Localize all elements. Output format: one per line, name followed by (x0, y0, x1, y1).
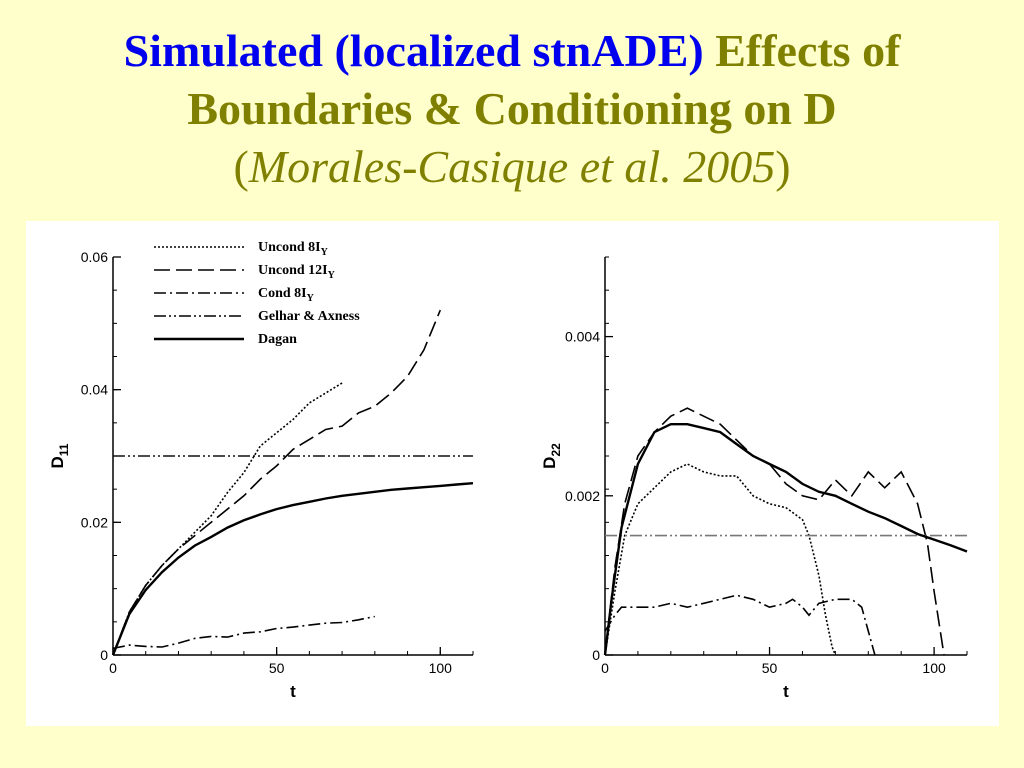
x-tick-label: 50 (269, 660, 285, 676)
series-unc12-line (604, 407, 945, 656)
series-unc8-line (112, 382, 343, 656)
y-tick-label: 0.06 (81, 249, 108, 265)
x-axis-label: t (290, 682, 296, 701)
series-cond8-line (604, 594, 876, 656)
slide-title: Simulated (localized stnADE) Effects of … (0, 22, 1024, 196)
y-tick-label: 0.002 (565, 488, 600, 504)
legend-label-dagan: Dagan (258, 332, 297, 347)
title-citation: Morales-Casique et al. 2005 (248, 141, 776, 192)
chart-d11: 0 50 100 0 0.02 0.04 0.06 t D11 Uncond 8IY Uncond … (48, 240, 474, 701)
y-tick-label: 0.04 (81, 382, 108, 398)
title-olive-part: Effects of (715, 25, 901, 76)
series-unc8-line (604, 463, 837, 656)
legend-label-cond8: Cond 8IY (258, 286, 315, 304)
x-tick-label: 50 (762, 660, 778, 676)
figure-panel: 0 50 100 0 0.02 0.04 0.06 t D11 Uncond 8IY Uncond … (26, 221, 999, 726)
title-line-2: Boundaries & Conditioning on D (187, 83, 837, 134)
x-tick-label: 0 (109, 660, 117, 676)
x-tick-label: 100 (429, 660, 453, 676)
y-axis-label: D22 (540, 443, 563, 469)
y-axis-label: D11 (48, 443, 71, 468)
title-open-paren: ( (233, 141, 249, 192)
legend-label-unc12: Uncond 12IY (258, 263, 336, 281)
y-tick-label: 0.02 (81, 514, 108, 530)
series-cond8-line (112, 615, 375, 650)
y-tick-label: 0.004 (565, 329, 600, 345)
y-tick-label: 0 (592, 647, 600, 663)
title-line-3: (Morales-Casique et al. 2005) (0, 138, 1024, 196)
series-unc12-line (112, 309, 442, 656)
legend-label-gelhar: Gelhar & Axness (258, 309, 360, 324)
title-line-1: Simulated (localized stnADE) Effects of (0, 22, 1024, 80)
series-dagan-line (111, 482, 474, 656)
x-tick-label: 0 (601, 660, 609, 676)
y-tick-label: 0 (100, 647, 108, 663)
title-close-paren: ) (775, 141, 791, 192)
chart-d22: 0 50 100 0 0.002 0.004 t D22 (540, 256, 968, 701)
title-blue-part: Simulated (localized stnADE) (123, 25, 704, 76)
series-dagan-line (603, 422, 968, 656)
legend-label-unc8: Uncond 8IY (258, 240, 329, 258)
x-tick-label: 100 (922, 660, 946, 676)
x-axis-label: t (783, 682, 789, 701)
